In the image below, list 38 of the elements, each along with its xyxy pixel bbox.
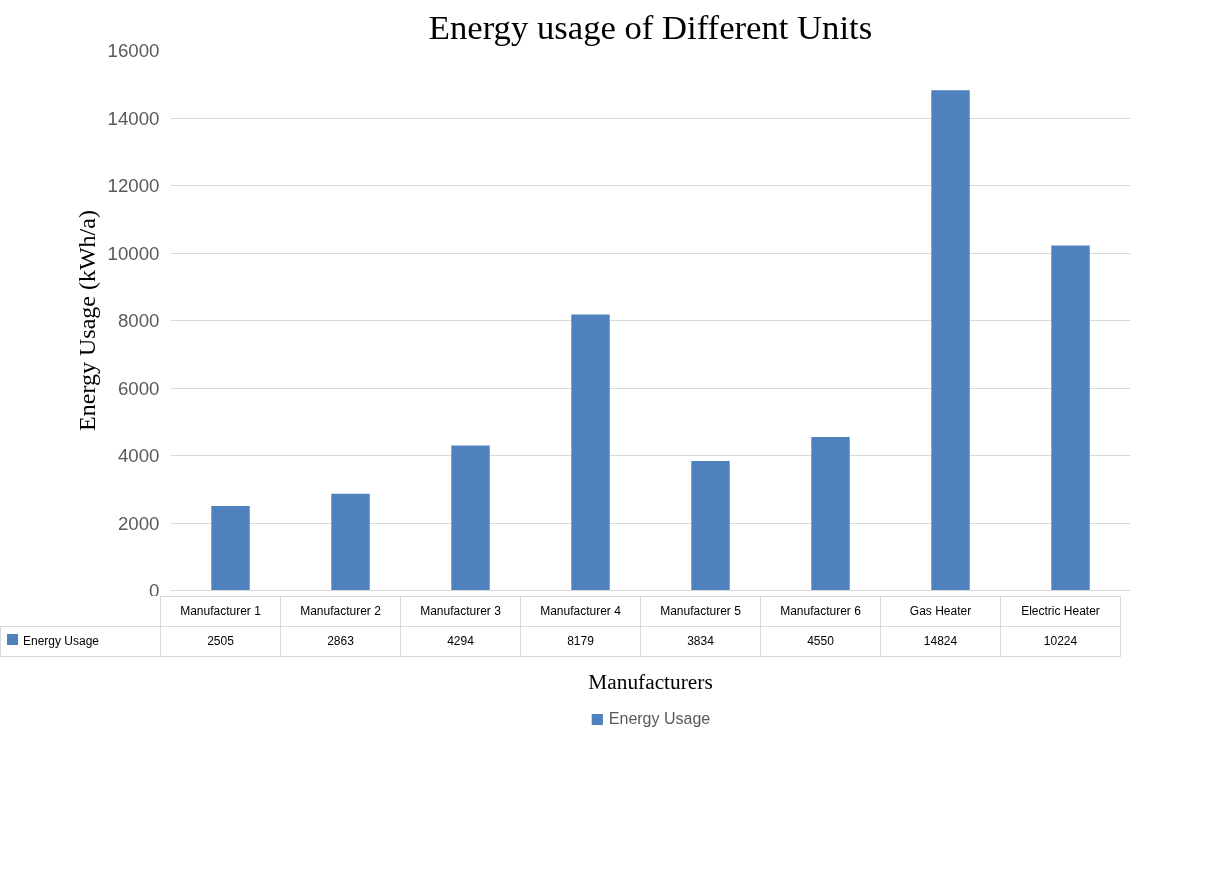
data-label: 4294	[400, 626, 521, 657]
bar	[1051, 245, 1090, 591]
y-tick-label: 14000	[107, 107, 160, 129]
x-tick-label: Manufacturer 4	[520, 596, 641, 627]
x-tick-label: Manufacturer 1	[160, 596, 281, 627]
bar	[931, 90, 970, 591]
bar	[811, 436, 850, 591]
y-tick-label: 8000	[118, 310, 160, 331]
x-tick-label: Gas Heater	[880, 596, 1001, 627]
bar	[211, 505, 250, 591]
bar	[571, 314, 610, 591]
data-label: 2505	[160, 626, 281, 657]
x-tick-label: Manufacturer 6	[760, 596, 881, 627]
y-tick-label: 0	[149, 579, 160, 601]
x-axis-title: Manufacturers	[588, 669, 713, 694]
x-tick-label: Electric Heater	[1000, 596, 1121, 627]
data-label: 8179	[520, 626, 641, 657]
x-tick-label: Manufacturer 5	[640, 596, 761, 627]
y-tick-label: 6000	[118, 377, 160, 399]
y-tick-label: 4000	[118, 445, 160, 466]
data-label: 4550	[760, 626, 881, 657]
data-label: 14824	[880, 626, 1001, 657]
x-tick-label: Manufacturer 2	[280, 596, 401, 627]
y-tick-label: 2000	[118, 512, 160, 534]
y-tick-label: 16000	[107, 40, 160, 61]
y-axis-title: Energy Usage (kWh/a)	[73, 210, 100, 431]
bar	[331, 493, 370, 591]
bar	[691, 461, 730, 591]
data-label: 2863	[280, 626, 401, 657]
data-label: 10224	[1000, 626, 1121, 657]
legend-label: Energy Usage	[608, 710, 711, 728]
chart-title: Energy usage of Different Units	[428, 7, 873, 46]
y-tick-label: 10000	[107, 242, 160, 264]
y-tick-label: 12000	[107, 175, 160, 196]
x-tick-label: Manufacturer 3	[400, 596, 521, 627]
bar	[451, 445, 490, 591]
text: Energy Usage	[23, 633, 100, 648]
data-label: 3834	[640, 626, 761, 657]
